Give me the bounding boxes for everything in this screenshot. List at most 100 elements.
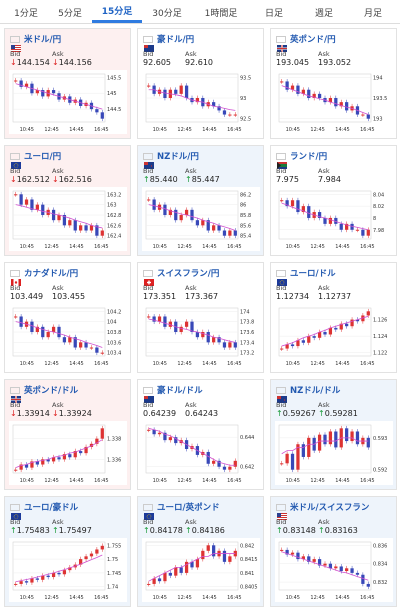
bid-label: Bid <box>10 518 21 526</box>
tab-4[interactable]: 1時間足 <box>204 8 238 19</box>
price-chart[interactable]: 93.5 93 92.5 10:45 12:45 14:45 16:45 <box>142 70 260 134</box>
price-chart[interactable]: 194 193.5 193 10:45 12:45 14:45 16:45 <box>275 70 393 134</box>
tab-0[interactable]: 1分足 <box>14 8 38 19</box>
rate-card[interactable]: ランド/円 Bid Ask 7.975 7.984 8.04 8.02 8 7.98 10:45 1… <box>270 145 397 256</box>
rate-card[interactable]: カナダドル/円 Bid Ask 103.449 103.455 104.2 104 103.8… <box>4 262 131 373</box>
rate-card[interactable]: 米ドル/スイスフラン Bid Ask ↑0.83148 ↑0.83163 0.836 0.8… <box>270 496 397 607</box>
candle <box>62 337 67 343</box>
x-tick-label: 12:45 <box>177 478 191 484</box>
x-tick-label: 16:45 <box>360 127 374 133</box>
price-chart[interactable]: 1.126 1.124 1.122 10:45 12:45 14:45 16:45 <box>275 304 393 368</box>
x-tick-label: 12:45 <box>44 127 58 133</box>
candle <box>317 212 322 218</box>
tab-2[interactable]: 15分足 <box>92 0 142 23</box>
tab-3[interactable]: 30分足 <box>152 8 182 19</box>
candle <box>179 215 183 221</box>
pair-title[interactable]: 米ドル/円 <box>24 35 62 45</box>
rate-card[interactable]: ユーロ/円 Bid Ask ↓162.512 ↓162.516 163.2 163 162.8… <box>4 145 131 256</box>
tab-1[interactable]: 5分足 <box>58 8 82 19</box>
x-tick-label: 16:45 <box>360 361 374 367</box>
candle <box>184 85 189 98</box>
pair-title[interactable]: カナダドル/円 <box>24 269 79 279</box>
y-tick-label: 193.5 <box>373 96 387 102</box>
rate-card[interactable]: NZドル/ドル Bid Ask ↑0.59267 ↑0.59281 0.593 0.592 1… <box>270 379 397 490</box>
rate-card[interactable]: 豪ドル/円 Bid Ask 92.605 92.610 93.5 93 92.5 10:45 12… <box>137 28 264 139</box>
rate-card[interactable]: ユーロ/ドル Bid Ask 1.12734 1.12737 1.126 1.124 1.12… <box>270 262 397 373</box>
price-chart[interactable]: 0.842 0.8415 0.841 0.8405 10:45 12:45 14:45 16:… <box>142 538 260 602</box>
rate-card[interactable]: スイスフラン/円 Bid Ask 173.351 173.367 174 173.8 173.… <box>137 262 264 373</box>
price-chart[interactable]: 86.2 86 85.8 85.6 85.4 10:45 12:45 14:45 16:45 <box>142 187 260 251</box>
pair-title[interactable]: NZドル/円 <box>157 152 199 162</box>
moving-average-line <box>148 427 236 466</box>
candle <box>328 327 333 335</box>
trend-arrow-icon: ↓ <box>10 409 17 418</box>
trend-arrow-icon: ↓ <box>10 175 17 184</box>
candle <box>14 583 18 585</box>
tab-6[interactable]: 週足 <box>314 8 333 19</box>
candle <box>100 352 104 354</box>
pair-title[interactable]: ユーロ/英ポンド <box>157 503 220 513</box>
ask-value: ↓1.33924 <box>52 409 92 418</box>
price-chart[interactable]: 163.2 163 162.8 162.6 162.4 10:45 12:45 14:45 16… <box>9 187 127 251</box>
trend-arrow-icon: ↑ <box>185 175 192 184</box>
pair-title[interactable]: ランド/円 <box>290 152 328 162</box>
rate-card[interactable]: 英ポンド/ドル Bid Ask ↓1.33914 ↓1.33924 1.338 1.336 1… <box>4 379 131 490</box>
rate-card[interactable]: 米ドル/円 Bid Ask ↓144.154 ↓144.156 145.5 145 144.5… <box>4 28 131 139</box>
y-tick-label: 145 <box>107 91 117 97</box>
candle <box>147 316 151 318</box>
x-tick-label: 12:45 <box>44 478 58 484</box>
ask-label: Ask <box>318 167 330 175</box>
ask-label: Ask <box>318 50 330 58</box>
candle <box>217 460 221 467</box>
rate-card[interactable]: 豪ドル/ドル Bid Ask 0.64239 0.64243 0.644 0.642 10:4… <box>137 379 264 490</box>
price-chart[interactable]: 8.04 8.02 8 7.98 10:45 12:45 14:45 16:45 <box>275 187 393 251</box>
pair-title[interactable]: ユーロ/豪ドル <box>24 503 79 513</box>
price-chart[interactable]: 1.338 1.336 10:45 12:45 14:45 16:45 <box>9 421 127 485</box>
pair-title[interactable]: ユーロ/円 <box>24 152 62 162</box>
candle <box>163 89 167 98</box>
y-tick-label: 1.75 <box>107 557 118 563</box>
moving-average-line <box>281 202 369 231</box>
pair-title[interactable]: NZドル/ドル <box>290 386 341 396</box>
price-chart[interactable]: 0.836 0.834 0.832 10:45 12:45 14:45 16:45 <box>275 538 393 602</box>
candle <box>57 572 61 575</box>
tab-5[interactable]: 日足 <box>264 8 283 19</box>
y-tick-label: 1.336 <box>107 457 121 463</box>
candle <box>30 461 34 468</box>
rate-card[interactable]: ユーロ/豪ドル Bid Ask ↑1.75483 ↑1.75497 1.755 1.75 1.… <box>4 496 131 607</box>
pair-title[interactable]: 豪ドル/ドル <box>157 386 203 396</box>
pair-title[interactable]: ユーロ/ドル <box>290 269 336 279</box>
pair-title[interactable]: 豪ドル/円 <box>157 35 195 45</box>
card-header: スイスフラン/円 <box>143 267 220 286</box>
rate-card[interactable]: NZドル/円 Bid Ask ↑85.440 ↑85.447 86.2 86 85.8 85.6… <box>137 145 264 256</box>
bid-label: Bid <box>10 401 21 409</box>
candle <box>228 114 232 116</box>
price-chart[interactable]: 174 173.8 173.6 173.4 173.2 10:45 12:45 14:45 16… <box>142 304 260 368</box>
price-chart[interactable]: 1.755 1.75 1.745 1.74 10:45 12:45 14:45 16:45 <box>9 538 127 602</box>
candle <box>366 437 370 448</box>
price-chart[interactable]: 0.593 0.592 10:45 12:45 14:45 16:45 <box>275 421 393 485</box>
price-chart[interactable]: 145.5 145 144.5 10:45 12:45 14:45 16:45 <box>9 70 127 134</box>
rate-card[interactable]: ユーロ/英ポンド Bid Ask ↑0.84178 ↑0.84186 0.842 0.841… <box>137 496 264 607</box>
trend-arrow-icon: ↓ <box>52 175 59 184</box>
candle <box>233 550 237 557</box>
pair-title[interactable]: スイスフラン/円 <box>157 269 220 279</box>
rate-card[interactable]: 英ポンド/円 Bid Ask 193.045 193.052 194 193.5 193 10:… <box>270 28 397 139</box>
pair-title[interactable]: 英ポンド/ドル <box>24 386 79 396</box>
moving-average-line <box>281 437 369 455</box>
flag-icon <box>143 386 154 403</box>
pair-title[interactable]: 英ポンド/円 <box>290 35 336 45</box>
candle <box>206 332 210 343</box>
candle <box>323 217 327 224</box>
price-chart[interactable]: 104.2 104 103.8 103.6 103.4 10:45 12:45 14:45 16… <box>9 304 127 368</box>
ask-value: ↑1.75497 <box>52 526 92 535</box>
x-tick-label: 14:45 <box>335 244 349 250</box>
tab-7[interactable]: 月足 <box>363 8 382 19</box>
bid-value: 173.351 <box>143 292 177 301</box>
pair-title[interactable]: 米ドル/スイスフラン <box>290 503 370 513</box>
candle <box>147 85 151 87</box>
price-chart[interactable]: 0.644 0.642 10:45 12:45 14:45 16:45 <box>142 421 260 485</box>
card-header: 豪ドル/円 <box>143 33 195 52</box>
candle <box>174 567 178 576</box>
candle <box>280 200 284 202</box>
